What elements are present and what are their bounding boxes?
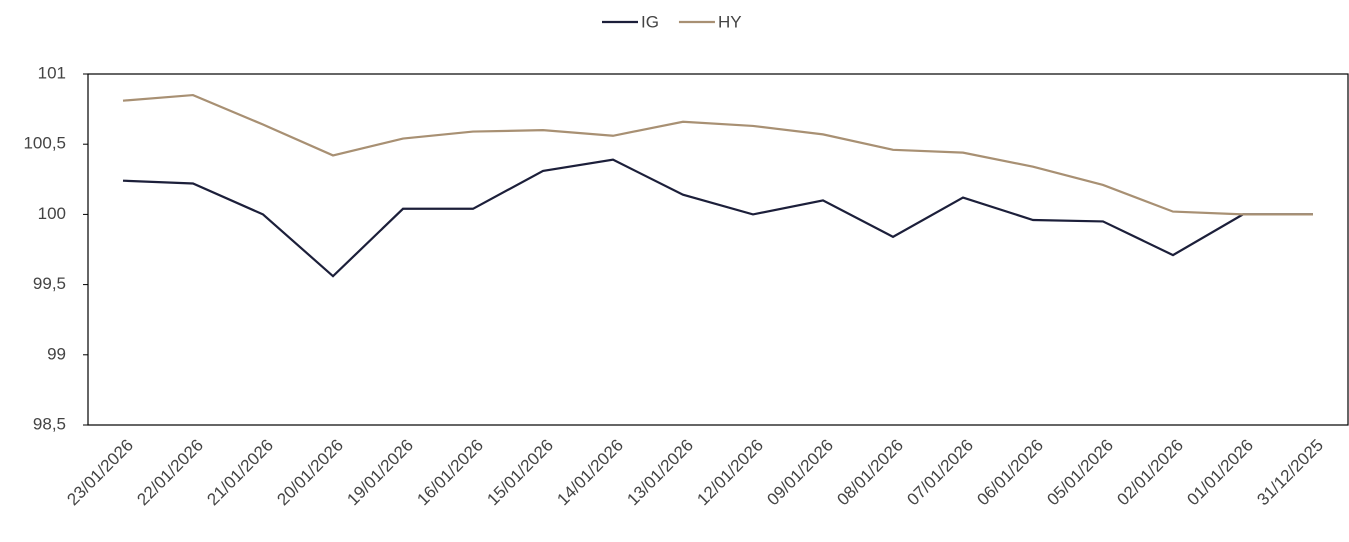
- x-tick-label: 06/01/2026: [973, 436, 1047, 510]
- x-tick-label: 31/12/2025: [1253, 436, 1327, 510]
- x-tick-label: 19/01/2026: [343, 436, 417, 510]
- x-tick-label: 09/01/2026: [763, 436, 837, 510]
- legend-label: HY: [718, 12, 742, 31]
- x-tick-label: 08/01/2026: [833, 436, 907, 510]
- x-tick-label: 12/01/2026: [693, 436, 767, 510]
- line-series: [122, 93, 1313, 216]
- x-tick-label: 14/01/2026: [553, 436, 627, 510]
- x-tick-label: 07/01/2026: [903, 436, 977, 510]
- x-tick-label: 13/01/2026: [623, 436, 697, 510]
- y-tick-label: 101: [38, 63, 66, 82]
- y-tick-label: 99,5: [33, 274, 66, 293]
- y-tick-label: 98,5: [33, 414, 66, 433]
- x-tick-label: 16/01/2026: [413, 436, 487, 510]
- y-tick-label: 100,5: [23, 134, 66, 153]
- y-tick-label: 100: [38, 204, 66, 223]
- x-tick-label: 20/01/2026: [273, 436, 347, 510]
- plot-frame: [87, 73, 1349, 426]
- x-tick-label: 23/01/2026: [63, 436, 137, 510]
- line-series: [122, 158, 1313, 278]
- x-tick-label: 22/01/2026: [133, 436, 207, 510]
- y-tick-label: 99: [47, 344, 66, 363]
- x-tick-label: 15/01/2026: [483, 436, 557, 510]
- legend-label: IG: [641, 12, 659, 31]
- x-tick-label: 02/01/2026: [1113, 436, 1187, 510]
- x-tick-label: 05/01/2026: [1043, 436, 1117, 510]
- x-tick-label: 21/01/2026: [203, 436, 277, 510]
- x-tick-label: 01/01/2026: [1183, 436, 1257, 510]
